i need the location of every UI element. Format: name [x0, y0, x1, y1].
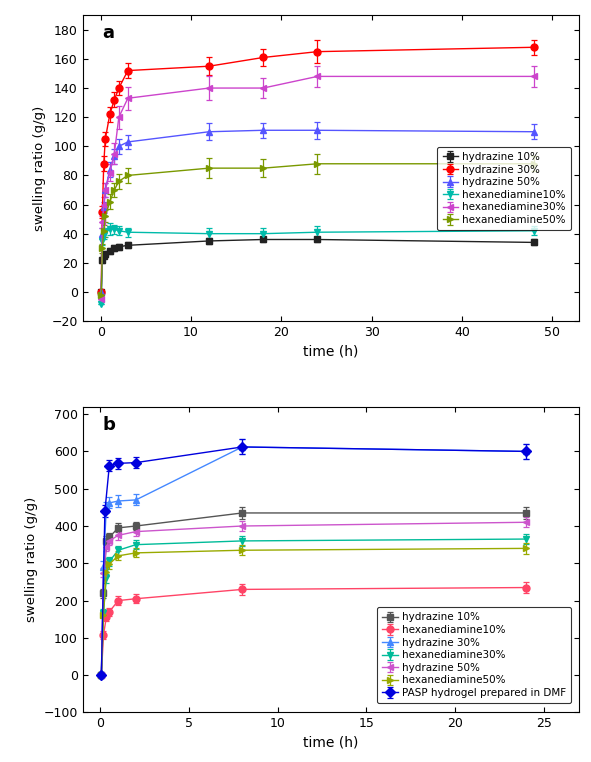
Legend: hydrazine 10%, hexanediamine10%, hydrazine 30%, hexanediamine30%, hydrazine 50%,: hydrazine 10%, hexanediamine10%, hydrazi…	[376, 607, 571, 703]
Y-axis label: swelling ratio (g/g): swelling ratio (g/g)	[25, 497, 38, 623]
X-axis label: time (h): time (h)	[303, 344, 359, 358]
Legend: hydrazine 10%, hydrazine 30%, hydrazine 50%, hexanediamine10%, hexanediamine30%,: hydrazine 10%, hydrazine 30%, hydrazine …	[437, 147, 571, 230]
Text: b: b	[103, 416, 115, 434]
Y-axis label: swelling ratio (g/g): swelling ratio (g/g)	[33, 105, 46, 231]
Text: a: a	[103, 24, 115, 43]
X-axis label: time (h): time (h)	[303, 736, 359, 750]
